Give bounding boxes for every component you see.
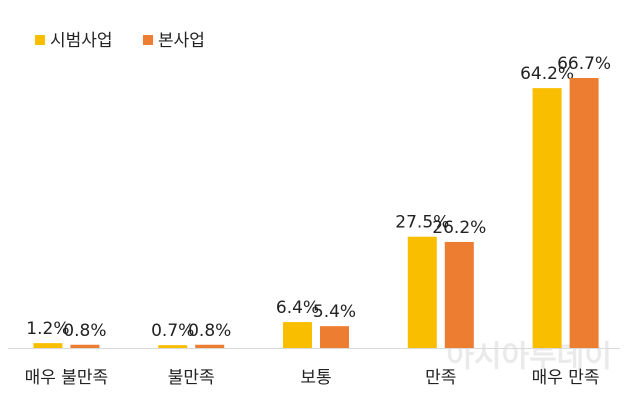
bar [283, 322, 312, 348]
value-label: 64.2% [520, 64, 574, 84]
bar [569, 78, 599, 348]
bar [195, 344, 225, 348]
legend-label: 본사업 [158, 31, 205, 51]
bar [444, 241, 474, 348]
bar [320, 326, 349, 348]
x-tick-label: 만족 [425, 368, 456, 388]
bar [33, 343, 63, 348]
value-label: 27.5% [395, 213, 449, 233]
x-tick-label: 매우 불만족 [25, 368, 109, 388]
value-label: 0.8% [63, 321, 106, 341]
bar [407, 236, 437, 348]
value-label: 66.7% [557, 54, 611, 74]
x-tick-label: 보통 [300, 368, 331, 388]
legend-swatch [143, 35, 153, 45]
legend-label: 시범사업 [50, 31, 113, 51]
value-label: 1.2% [26, 319, 69, 339]
value-label: 0.7% [151, 321, 194, 341]
bar [70, 344, 100, 348]
bar [532, 88, 562, 349]
value-label: 0.8% [188, 321, 231, 341]
bar [158, 345, 188, 348]
value-label: 6.4% [276, 298, 319, 318]
x-tick-label: 매우 만족 [532, 368, 600, 388]
value-label: 5.4% [313, 302, 356, 322]
x-tick-label: 불만족 [168, 368, 215, 388]
legend-swatch [35, 35, 45, 45]
value-label: 26.2% [432, 218, 486, 238]
